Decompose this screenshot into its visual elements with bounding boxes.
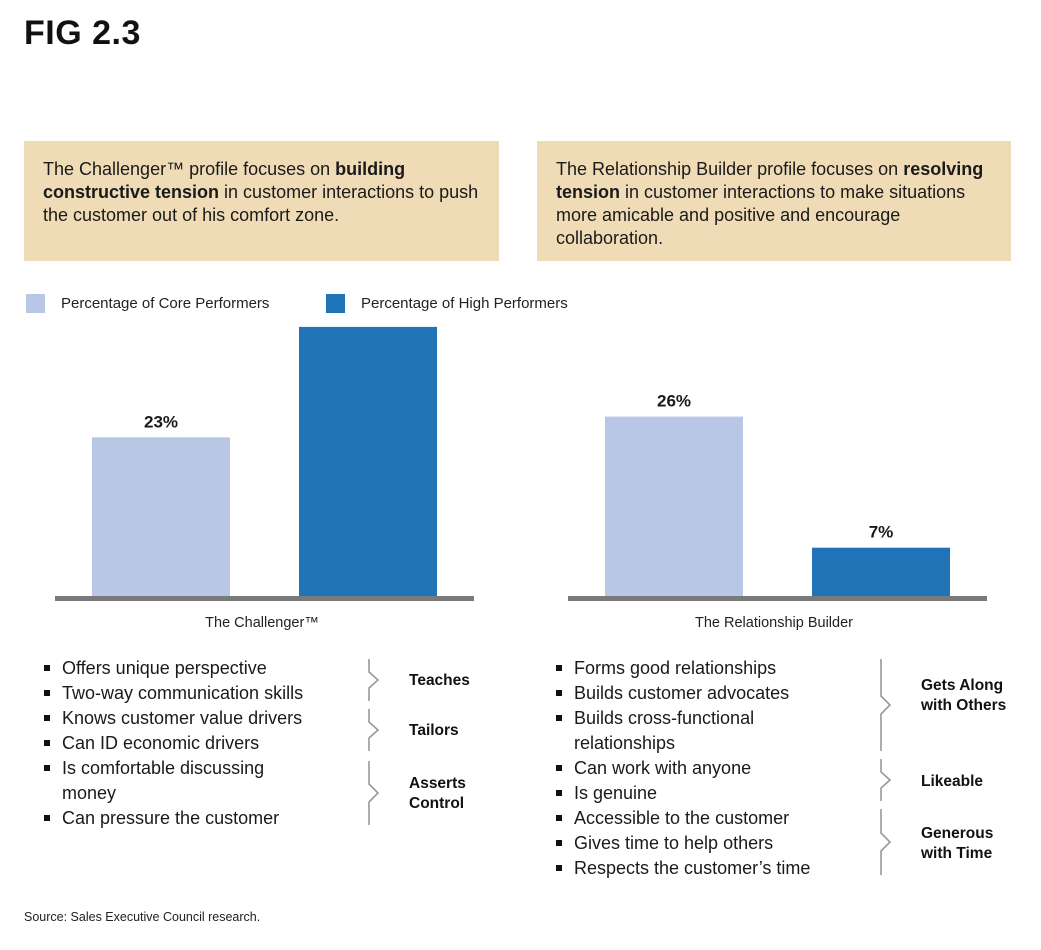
bar-high-0 xyxy=(299,326,437,596)
chart-baseline xyxy=(568,596,987,601)
legend-item-core: Percentage of Core Performers xyxy=(26,293,269,313)
data-label-core-1: 26% xyxy=(657,392,691,411)
brace-icon xyxy=(368,659,380,701)
legend-item-high: Percentage of High Performers xyxy=(326,293,568,313)
bar-core-0 xyxy=(92,437,230,596)
group-label-teaches: Teaches xyxy=(409,672,470,689)
bar-high-1 xyxy=(812,547,950,596)
challenger-attribute-list: Offers unique perspective Two-way commun… xyxy=(44,656,364,831)
figure-title: FIG 2.3 xyxy=(24,14,141,52)
challenger-description-text: The Challenger™ profile focuses on xyxy=(43,159,336,179)
group-label-likeable: Likeable xyxy=(921,773,984,790)
challenger-description-text-end: in customer interactions to push the cus… xyxy=(43,182,479,225)
category-label-relationship-builder: The Relationship Builder xyxy=(695,615,853,631)
legend-label-core: Percentage of Core Performers xyxy=(61,294,270,312)
challenger-description-box: The Challenger™ profile focuses on build… xyxy=(24,141,499,261)
brace-icon xyxy=(880,759,892,801)
relationship-builder-description-emphasis: resolving tension xyxy=(556,159,984,202)
brace-icon xyxy=(368,761,380,825)
data-label-high-1: 7% xyxy=(869,523,894,542)
relationship-builder-description-box: The Relationship Builder profile focuses… xyxy=(537,141,1011,261)
list-item: Gives time to help others xyxy=(556,831,876,856)
list-item: Respects the customer’s time xyxy=(556,856,876,881)
relationship-builder-attribute-list: Forms good relationships Builds customer… xyxy=(556,656,876,881)
list-item: Can work with anyone xyxy=(556,756,876,781)
list-item: Can pressure the customer xyxy=(44,806,364,831)
list-item: Builds cross-functional relationships xyxy=(556,706,814,756)
brace-icon xyxy=(880,659,892,751)
bar-core-1 xyxy=(605,416,743,596)
brace-icon xyxy=(368,709,380,751)
group-label-generous-with-time: Generous with Time xyxy=(921,825,994,862)
legend-label-high: Percentage of High Performers xyxy=(361,294,568,312)
list-item: Is genuine xyxy=(556,781,876,806)
list-item: Can ID economic drivers xyxy=(44,731,364,756)
data-label-core-0: 23% xyxy=(144,412,178,431)
list-item: Accessible to the customer xyxy=(556,806,876,831)
relationship-builder-description-text-end: in customer interactions to make situati… xyxy=(556,182,966,248)
list-item: Is comfortable discussing money xyxy=(44,756,322,806)
bar-chart: 23% 39% 26% 7% xyxy=(55,320,987,601)
group-label-asserts-control: Asserts Control xyxy=(409,775,466,812)
challenger-description-emphasis: building constructive tension xyxy=(43,159,406,202)
source-note: Source: Sales Executive Council research… xyxy=(24,910,261,924)
group-label-tailors: Tailors xyxy=(409,722,459,739)
brace-icon xyxy=(880,809,892,875)
group-label-gets-along: Gets Along with Others xyxy=(921,677,1007,714)
list-item: Forms good relationships xyxy=(556,656,876,681)
legend-swatch-core xyxy=(26,293,45,313)
list-item: Knows customer value drivers xyxy=(44,706,364,731)
list-item: Offers unique perspective xyxy=(44,656,364,681)
chart-baseline xyxy=(55,596,474,601)
list-item: Two-way communication skills xyxy=(44,681,364,706)
list-item: Builds customer advocates xyxy=(556,681,876,706)
legend-swatch-high xyxy=(326,293,345,313)
category-label-challenger: The Challenger™ xyxy=(205,615,319,631)
relationship-builder-description-text: The Relationship Builder profile focuses… xyxy=(556,159,904,179)
data-label-high-0: 39% xyxy=(351,320,385,321)
